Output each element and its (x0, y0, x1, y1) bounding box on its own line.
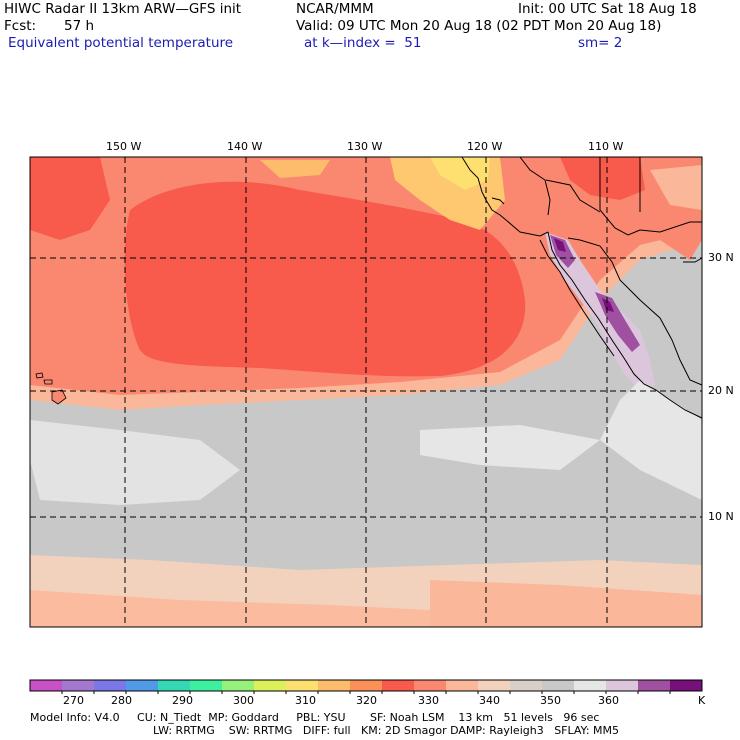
coastline (461, 156, 703, 419)
init-time: Init: 00 UTC Sat 18 Aug 18 (518, 1, 697, 17)
colorbar-frame (29, 679, 703, 692)
smoothing: sm= 2 (578, 35, 623, 51)
colorbar-swatch (382, 680, 415, 691)
lon-label-120w: 120 W (467, 140, 503, 153)
colorbar (29, 679, 703, 694)
cb-label: 280 (111, 694, 132, 707)
colorbar-swatch (606, 680, 639, 691)
colorbar-swatch (542, 680, 575, 691)
cb-label: 340 (479, 694, 500, 707)
cb-label: 330 (418, 694, 439, 707)
valid-time: Valid: 09 UTC Mon 20 Aug 18 (02 PDT Mon … (296, 18, 662, 34)
colorbar-swatch (478, 680, 511, 691)
model-info-line2: LW: RRTMG SW: RRTMG DIFF: full KM: 2D Sm… (153, 724, 619, 737)
colorbar-swatch (350, 680, 383, 691)
colorbar-swatch (286, 680, 319, 691)
cb-label: 300 (233, 694, 254, 707)
cb-label: 350 (540, 694, 561, 707)
map-frame (29, 156, 703, 628)
lat-label-10n: 10 N (708, 510, 734, 523)
colorbar-swatch (638, 680, 671, 691)
cb-label: 290 (172, 694, 193, 707)
colorbar-swatch (414, 680, 447, 691)
lon-label-130w: 130 W (347, 140, 383, 153)
colorbar-swatch (94, 680, 127, 691)
fcst-label: Fcst: (4, 18, 37, 34)
org-label: NCAR/MMM (296, 1, 374, 17)
cb-label: 320 (356, 694, 377, 707)
cb-unit: K (698, 694, 706, 707)
colorbar-swatch (574, 680, 607, 691)
colorbar-swatch (190, 680, 223, 691)
field-name: Equivalent potential temperature (8, 35, 234, 51)
lat-label-30n: 30 N (708, 251, 734, 264)
level-index: at k—index = 51 (304, 35, 422, 51)
colorbar-swatch (158, 680, 191, 691)
model-title: HIWC Radar II 13km ARW—GFS init (4, 1, 242, 17)
lon-label-110w: 110 W (588, 140, 624, 153)
model-info-line1: Model Info: V4.0 CU: N_Tiedt MP: Goddard… (30, 711, 600, 724)
fcst-value: 57 h (64, 18, 95, 34)
colorbar-swatch (446, 680, 479, 691)
cb-label: 360 (598, 694, 619, 707)
lat-lon-grid (30, 157, 702, 627)
colorbar-swatch (318, 680, 351, 691)
colorbar-swatch (670, 680, 703, 691)
lon-label-150w: 150 W (106, 140, 142, 153)
lon-label-140w: 140 W (227, 140, 263, 153)
colorbar-swatch (222, 680, 255, 691)
colorbar-swatch (62, 680, 95, 691)
colorbar-swatch (30, 680, 63, 691)
colorbar-swatch (126, 680, 159, 691)
colorbar-swatch (254, 680, 287, 691)
cb-label: 310 (295, 694, 316, 707)
colorbar-swatch (510, 680, 543, 691)
lat-label-20n: 20 N (708, 384, 734, 397)
cb-label: 270 (63, 694, 84, 707)
